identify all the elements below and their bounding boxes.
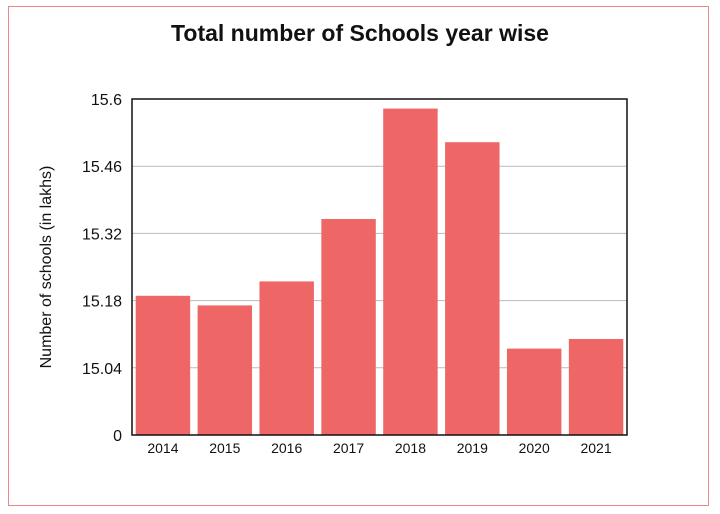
x-tick-label: 2018 xyxy=(395,440,426,456)
y-tick-label: 15.04 xyxy=(82,361,122,378)
bar-2014 xyxy=(135,295,191,435)
bar-2021 xyxy=(568,339,624,435)
y-axis-ticks: 0 15.04 15.18 15.32 15.46 15.6 xyxy=(82,92,122,445)
bar-2015 xyxy=(197,305,253,435)
bar-2020 xyxy=(506,348,562,435)
y-tick-label: 15.46 xyxy=(82,159,122,176)
x-tick-label: 2021 xyxy=(580,440,611,456)
bar-2016 xyxy=(259,281,314,435)
bar-2019 xyxy=(445,142,500,435)
bars xyxy=(135,108,624,435)
gridlines xyxy=(132,165,627,369)
x-tick-label: 2017 xyxy=(333,440,364,456)
chart-title: Total number of Schools year wise xyxy=(171,20,549,46)
y-tick-label: 15.6 xyxy=(91,92,122,109)
y-axis-label: Number of schools (in lakhs) xyxy=(38,166,55,369)
plot-border xyxy=(131,98,628,436)
y-tick-label: 15.18 xyxy=(82,294,122,311)
bar-2018 xyxy=(383,108,438,435)
x-axis-ticks: 2014 2015 2016 2017 2018 2019 2020 2021 xyxy=(147,440,611,456)
bar-2017 xyxy=(321,219,376,435)
x-tick-label: 2015 xyxy=(209,440,240,456)
x-tick-label: 2016 xyxy=(271,440,302,456)
x-tick-label: 2014 xyxy=(147,440,178,456)
x-tick-label: 2019 xyxy=(457,440,488,456)
y-tick-label: 0 xyxy=(113,428,122,445)
y-tick-label: 15.32 xyxy=(82,226,122,243)
x-tick-label: 2020 xyxy=(519,440,550,456)
